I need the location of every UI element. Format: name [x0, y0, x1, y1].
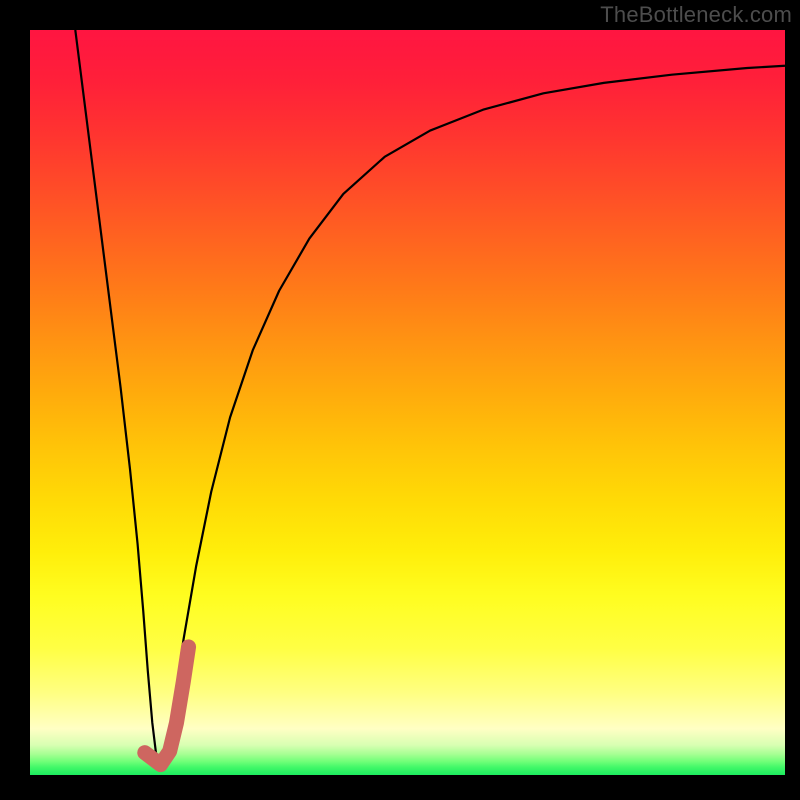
plot-area	[30, 30, 785, 775]
gradient-background	[30, 30, 785, 775]
watermark-text: TheBottleneck.com	[600, 2, 792, 28]
plot-svg	[30, 30, 785, 775]
chart-container: TheBottleneck.com	[0, 0, 800, 800]
